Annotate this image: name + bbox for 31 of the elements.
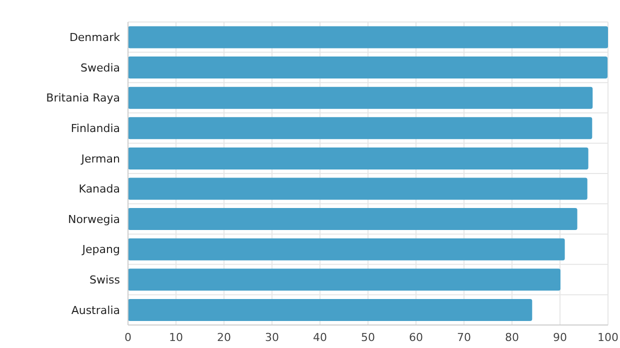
bar <box>128 86 593 109</box>
x-tick-label: 60 <box>409 330 423 344</box>
y-tick-label: Jepang <box>81 243 120 256</box>
x-tick-label: 20 <box>217 330 231 344</box>
bar <box>128 208 578 230</box>
bar <box>128 178 588 200</box>
bar <box>128 298 532 321</box>
x-tick-label: 30 <box>265 330 279 344</box>
x-tick-label: 70 <box>457 330 471 344</box>
x-tick-label: 10 <box>169 330 183 344</box>
y-tick-label: Finlandia <box>70 122 120 135</box>
x-tick-label: 90 <box>553 330 567 344</box>
x-tick-label: 80 <box>505 330 519 344</box>
bar <box>128 117 592 140</box>
y-tick-label: Jerman <box>80 152 120 166</box>
y-tick-label: Norwegia <box>68 212 120 226</box>
x-tick-label: 40 <box>313 330 327 344</box>
y-tick-label: Denmark <box>69 31 121 44</box>
x-tick-label: 0 <box>124 330 132 344</box>
bar <box>128 268 560 291</box>
y-tick-label: Swedia <box>80 61 120 74</box>
y-tick-label: Britania Raya <box>46 92 120 105</box>
bar <box>128 56 608 79</box>
x-tick-label: 100 <box>598 330 618 344</box>
x-tick-label: 50 <box>361 330 375 344</box>
y-tick-label: Australia <box>71 304 120 317</box>
y-tick-label: Kanada <box>78 182 120 196</box>
bar <box>128 26 608 48</box>
bar <box>128 238 565 260</box>
bar <box>128 147 588 170</box>
y-tick-label: Swiss <box>90 273 120 286</box>
